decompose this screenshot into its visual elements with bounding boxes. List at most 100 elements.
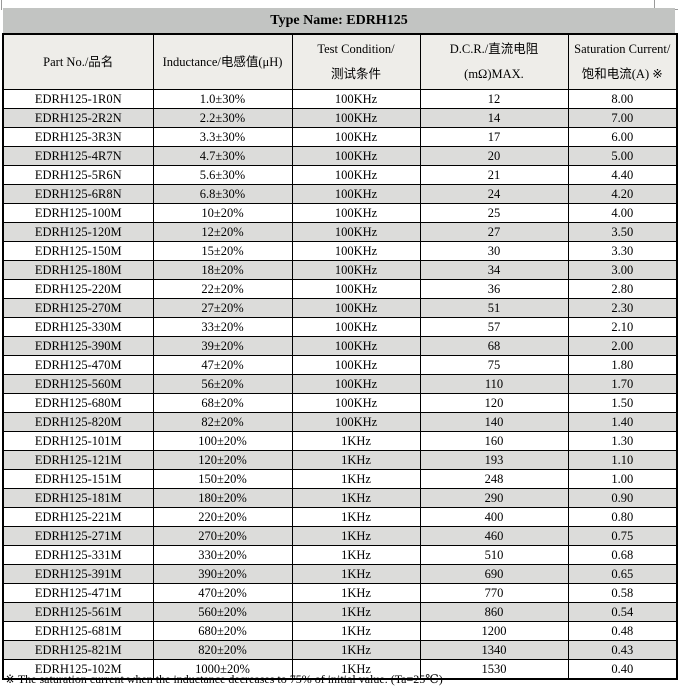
cell-test-condition: 1KHz bbox=[291, 640, 421, 660]
cell-test-condition: 100KHz bbox=[291, 184, 421, 204]
cell-dcr: 36 bbox=[419, 279, 569, 299]
cell-test-condition: 100KHz bbox=[291, 222, 421, 242]
cell-saturation-current: 2.80 bbox=[567, 279, 678, 299]
cell-test-condition: 100KHz bbox=[291, 146, 421, 166]
cell-part-no: EDRH125-1R0N bbox=[2, 89, 154, 109]
cell-saturation-current: 2.30 bbox=[567, 298, 678, 318]
cell-test-condition: 1KHz bbox=[291, 431, 421, 451]
table-row: EDRH125-331M 330±20% 1KHz 510 0.68 bbox=[2, 545, 678, 565]
cell-test-condition: 100KHz bbox=[291, 393, 421, 413]
cell-part-no: EDRH125-100M bbox=[2, 203, 154, 223]
column-header-line: Saturation Current/ bbox=[574, 42, 671, 56]
cell-inductance: 33±20% bbox=[152, 317, 293, 337]
column-header-part-no: Part No./品名 bbox=[2, 33, 154, 90]
table-row: EDRH125-820M 82±20% 100KHz 140 1.40 bbox=[2, 412, 678, 432]
cell-part-no: EDRH125-471M bbox=[2, 583, 154, 603]
cell-part-no: EDRH125-271M bbox=[2, 526, 154, 546]
table-row: EDRH125-3R3N 3.3±30% 100KHz 17 6.00 bbox=[2, 127, 678, 147]
cell-test-condition: 1KHz bbox=[291, 545, 421, 565]
cell-saturation-current: 0.43 bbox=[567, 640, 678, 660]
cell-dcr: 290 bbox=[419, 488, 569, 508]
cell-part-no: EDRH125-330M bbox=[2, 317, 154, 337]
cell-test-condition: 1KHz bbox=[291, 488, 421, 508]
table-row: EDRH125-151M 150±20% 1KHz 248 1.00 bbox=[2, 469, 678, 489]
cell-test-condition: 100KHz bbox=[291, 355, 421, 375]
cell-saturation-current: 4.20 bbox=[567, 184, 678, 204]
cell-dcr: 160 bbox=[419, 431, 569, 451]
cell-part-no: EDRH125-470M bbox=[2, 355, 154, 375]
column-header-line: 饱和电流(A) ※ bbox=[581, 67, 663, 81]
cell-saturation-current: 2.00 bbox=[567, 336, 678, 356]
table-row: EDRH125-271M 270±20% 1KHz 460 0.75 bbox=[2, 526, 678, 546]
page-title: Type Name: EDRH125 bbox=[270, 12, 408, 28]
cell-part-no: EDRH125-821M bbox=[2, 640, 154, 660]
cell-saturation-current: 0.90 bbox=[567, 488, 678, 508]
cell-dcr: 27 bbox=[419, 222, 569, 242]
table-row: EDRH125-470M 47±20% 100KHz 75 1.80 bbox=[2, 355, 678, 375]
cell-inductance: 100±20% bbox=[152, 431, 293, 451]
cell-dcr: 110 bbox=[419, 374, 569, 394]
cell-test-condition: 1KHz bbox=[291, 659, 421, 680]
cell-saturation-current: 1.50 bbox=[567, 393, 678, 413]
cell-saturation-current: 4.40 bbox=[567, 165, 678, 185]
column-header-test-condition: Test Condition/测试条件 bbox=[291, 33, 421, 90]
cell-dcr: 400 bbox=[419, 507, 569, 527]
cell-dcr: 1200 bbox=[419, 621, 569, 641]
cell-saturation-current: 1.30 bbox=[567, 431, 678, 451]
cell-part-no: EDRH125-5R6N bbox=[2, 165, 154, 185]
cell-part-no: EDRH125-221M bbox=[2, 507, 154, 527]
cell-inductance: 560±20% bbox=[152, 602, 293, 622]
column-header-line: (mΩ)MAX. bbox=[464, 67, 524, 81]
cell-test-condition: 100KHz bbox=[291, 260, 421, 280]
cell-saturation-current: 1.00 bbox=[567, 469, 678, 489]
cell-saturation-current: 1.10 bbox=[567, 450, 678, 470]
table-row: EDRH125-4R7N 4.7±30% 100KHz 20 5.00 bbox=[2, 146, 678, 166]
column-header-line: Test Condition/ bbox=[317, 42, 395, 56]
cell-part-no: EDRH125-3R3N bbox=[2, 127, 154, 147]
cell-inductance: 56±20% bbox=[152, 374, 293, 394]
cell-test-condition: 1KHz bbox=[291, 621, 421, 641]
cell-part-no: EDRH125-4R7N bbox=[2, 146, 154, 166]
cell-saturation-current: 0.40 bbox=[567, 659, 678, 680]
cell-saturation-current: 1.40 bbox=[567, 412, 678, 432]
cell-inductance: 330±20% bbox=[152, 545, 293, 565]
header-row: Part No./品名 Inductance/电感值(μH) Test Condit… bbox=[2, 33, 678, 90]
cell-inductance: 220±20% bbox=[152, 507, 293, 527]
cell-dcr: 20 bbox=[419, 146, 569, 166]
cell-dcr: 68 bbox=[419, 336, 569, 356]
cell-dcr: 193 bbox=[419, 450, 569, 470]
cell-test-condition: 100KHz bbox=[291, 203, 421, 223]
cell-inductance: 68±20% bbox=[152, 393, 293, 413]
table-row: EDRH125-180M 18±20% 100KHz 34 3.00 bbox=[2, 260, 678, 280]
cell-part-no: EDRH125-151M bbox=[2, 469, 154, 489]
cell-test-condition: 100KHz bbox=[291, 298, 421, 318]
cell-saturation-current: 0.54 bbox=[567, 602, 678, 622]
cell-test-condition: 100KHz bbox=[291, 165, 421, 185]
cell-dcr: 770 bbox=[419, 583, 569, 603]
table-row: EDRH125-5R6N 5.6±30% 100KHz 21 4.40 bbox=[2, 165, 678, 185]
cell-part-no: EDRH125-102M bbox=[2, 659, 154, 680]
cell-inductance: 2.2±30% bbox=[152, 108, 293, 128]
cell-test-condition: 100KHz bbox=[291, 279, 421, 299]
cell-inductance: 470±20% bbox=[152, 583, 293, 603]
cell-dcr: 51 bbox=[419, 298, 569, 318]
table-row: EDRH125-561M 560±20% 1KHz 860 0.54 bbox=[2, 602, 678, 622]
cell-test-condition: 1KHz bbox=[291, 507, 421, 527]
cell-dcr: 1340 bbox=[419, 640, 569, 660]
cell-test-condition: 100KHz bbox=[291, 412, 421, 432]
cell-dcr: 17 bbox=[419, 127, 569, 147]
cell-inductance: 390±20% bbox=[152, 564, 293, 584]
cell-dcr: 140 bbox=[419, 412, 569, 432]
cell-test-condition: 100KHz bbox=[291, 241, 421, 261]
table-row: EDRH125-181M 180±20% 1KHz 290 0.90 bbox=[2, 488, 678, 508]
cell-dcr: 14 bbox=[419, 108, 569, 128]
cell-inductance: 120±20% bbox=[152, 450, 293, 470]
cell-inductance: 680±20% bbox=[152, 621, 293, 641]
cell-inductance: 150±20% bbox=[152, 469, 293, 489]
cell-test-condition: 1KHz bbox=[291, 526, 421, 546]
cell-saturation-current: 4.00 bbox=[567, 203, 678, 223]
table-row: EDRH125-681M 680±20% 1KHz 1200 0.48 bbox=[2, 621, 678, 641]
cell-dcr: 460 bbox=[419, 526, 569, 546]
cell-part-no: EDRH125-820M bbox=[2, 412, 154, 432]
cell-test-condition: 100KHz bbox=[291, 317, 421, 337]
